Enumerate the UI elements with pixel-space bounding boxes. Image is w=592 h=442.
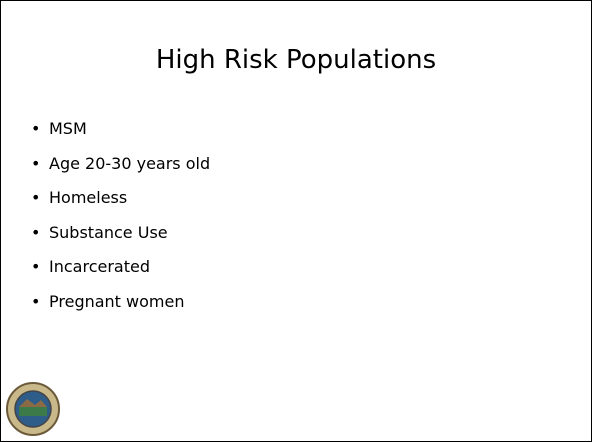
bullet: Age 20-30 years old: [31, 154, 210, 189]
bullet: MSM: [31, 119, 210, 154]
bullet: Pregnant women: [31, 292, 210, 327]
bullet: Substance Use: [31, 223, 210, 258]
logo: [6, 382, 60, 436]
bullet-list: MSM Age 20-30 years old Homeless Substan…: [31, 119, 210, 326]
bullet: Incarcerated: [31, 257, 210, 292]
bullet: Homeless: [31, 188, 210, 223]
slide-title: High Risk Populations: [155, 45, 437, 75]
